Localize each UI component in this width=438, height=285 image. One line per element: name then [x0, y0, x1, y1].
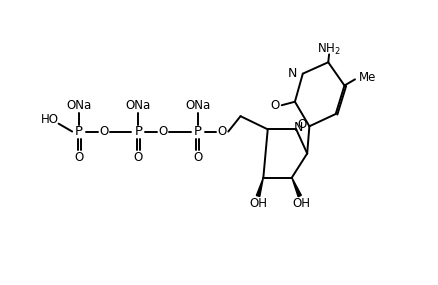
Text: P: P	[134, 125, 142, 138]
Text: ONa: ONa	[125, 99, 151, 112]
Text: ONa: ONa	[184, 99, 210, 112]
Text: NH$_2$: NH$_2$	[317, 42, 340, 57]
Text: P: P	[75, 125, 83, 138]
Text: O: O	[217, 125, 226, 138]
Text: O: O	[193, 151, 202, 164]
Text: Me: Me	[358, 71, 375, 84]
Text: O: O	[99, 125, 108, 138]
Text: OH: OH	[292, 198, 310, 210]
Polygon shape	[291, 178, 300, 197]
Text: O: O	[158, 125, 167, 138]
Text: ONa: ONa	[67, 99, 92, 112]
Polygon shape	[256, 178, 263, 196]
Text: N: N	[286, 67, 296, 80]
Text: O: O	[297, 118, 306, 131]
Text: O: O	[134, 151, 143, 164]
Text: OH: OH	[248, 198, 266, 210]
Text: HO: HO	[41, 113, 59, 126]
Text: N: N	[293, 121, 303, 134]
Text: O: O	[74, 151, 84, 164]
Text: P: P	[193, 125, 201, 138]
Text: O: O	[269, 99, 279, 112]
